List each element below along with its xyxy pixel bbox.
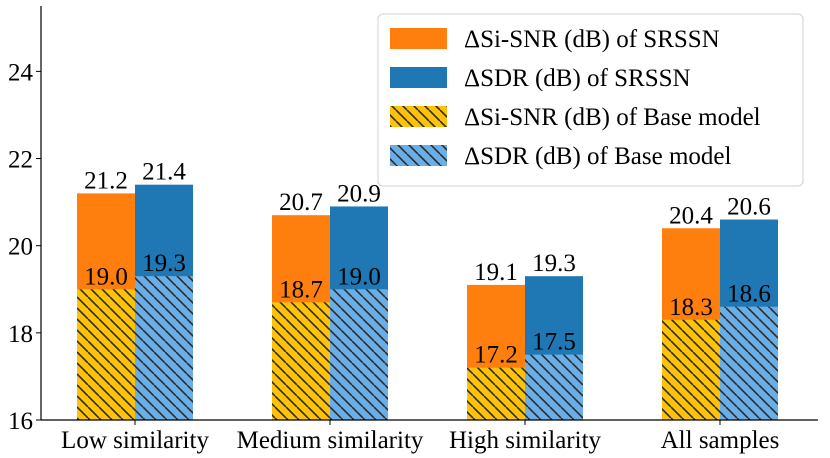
y-tick-label-1: 18	[8, 321, 33, 348]
bar-base-sdr-hatch-1	[330, 289, 388, 420]
bar-base-sdr-hatch-2	[525, 354, 583, 420]
legend: ΔSi-SNR (dB) of SRSSN ΔSDR (dB) of SRSSN Δ…	[377, 13, 804, 187]
label-base-sdr-1: 19.0	[337, 263, 381, 290]
legend-label-3: ΔSDR (dB) of Base model	[464, 143, 731, 170]
legend-swatch-hatch-2	[390, 106, 447, 127]
y-tick-label-2: 20	[8, 234, 33, 261]
label-srssn-sdr-2: 19.3	[532, 250, 576, 277]
label-srssn-sdr-3: 20.6	[727, 194, 771, 221]
label-srssn-sisnr-0: 21.2	[84, 167, 128, 194]
data-labels: 21.2 21.4 19.0 19.3 20.7 20.9 18.7 19.0 19.1 19.3…	[84, 159, 771, 369]
bar-base-sdr-hatch-0	[135, 276, 193, 420]
legend-label-2: ΔSi-SNR (dB) of Base model	[464, 104, 761, 131]
label-base-sdr-2: 17.5	[532, 329, 576, 356]
legend-label-0: ΔSi-SNR (dB) of SRSSN	[464, 26, 720, 53]
bar-base-sisnr-hatch-2	[467, 367, 525, 420]
x-tick-label-3: All samples	[661, 427, 780, 454]
label-srssn-sisnr-1: 20.7	[279, 189, 323, 216]
axes: Low similarity Medium similarity High simi…	[8, 6, 818, 454]
y-tick-label-3: 22	[8, 147, 33, 174]
legend-box	[377, 13, 804, 187]
bars-layer	[77, 184, 778, 420]
label-base-sisnr-0: 19.0	[84, 263, 128, 290]
legend-swatch-hatch-3	[390, 145, 447, 166]
y-tick-label-4: 24	[8, 59, 34, 86]
x-tick-label-2: High similarity	[449, 427, 602, 454]
label-base-sdr-0: 19.3	[142, 250, 186, 277]
legend-swatch-1	[390, 67, 447, 88]
label-base-sisnr-1: 18.7	[279, 276, 323, 303]
label-srssn-sisnr-2: 19.1	[474, 259, 518, 286]
bar-base-sisnr-hatch-3	[662, 319, 720, 420]
label-srssn-sisnr-3: 20.4	[669, 202, 713, 229]
label-srssn-sdr-1: 20.9	[337, 180, 381, 207]
y-tick-label-0: 16	[8, 408, 33, 435]
bar-base-sisnr-hatch-1	[272, 302, 330, 420]
legend-swatch-0	[390, 28, 447, 49]
label-srssn-sdr-0: 21.4	[142, 159, 186, 186]
legend-label-1: ΔSDR (dB) of SRSSN	[464, 65, 691, 92]
x-tick-label-0: Low similarity	[61, 427, 209, 454]
bar-base-sdr-hatch-3	[720, 306, 778, 420]
label-base-sisnr-2: 17.2	[474, 342, 518, 369]
bar-base-sisnr-hatch-0	[77, 289, 135, 420]
label-base-sisnr-3: 18.3	[669, 294, 713, 321]
x-tick-label-1: Medium similarity	[237, 427, 424, 454]
label-base-sdr-3: 18.6	[727, 281, 771, 308]
